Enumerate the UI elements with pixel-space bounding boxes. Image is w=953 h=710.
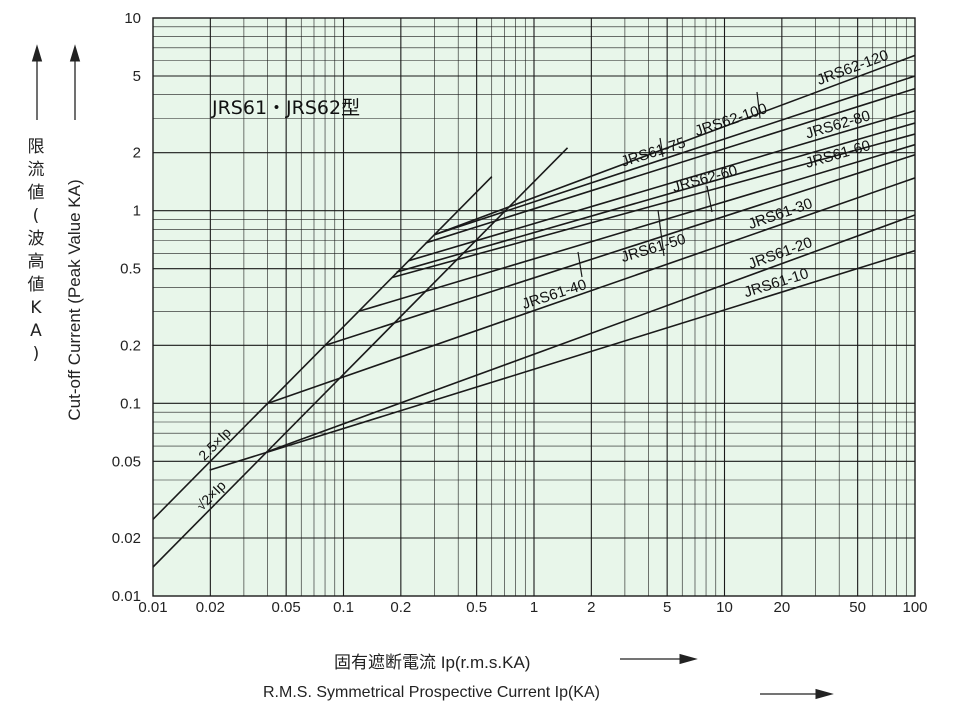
x-tick-label: 50 (849, 599, 866, 616)
series-line-jrs61-30 (267, 177, 915, 405)
y-axis-label-jp-char: 流 (27, 160, 45, 180)
y-axis-label-en: Cut-off Current (Peak Value KA) (65, 179, 84, 420)
y-axis-label-jp-char: 波 (27, 229, 45, 249)
y-axis-label-jp-char: ( (32, 206, 40, 226)
y-tick-label: 0.1 (120, 395, 141, 412)
y-axis-label-jp-char: 限 (27, 137, 45, 157)
x-axis-arrows (620, 653, 834, 700)
y-axis-label-jp-char: K (30, 298, 42, 318)
label-leader (657, 209, 665, 257)
label-leader (659, 137, 664, 158)
series-line-jrs61-20 (266, 214, 915, 453)
series-line-jrs61-60 (396, 122, 915, 273)
series-line-jrs62-80 (408, 109, 915, 262)
series-line-jrs61-75 (425, 87, 915, 244)
x-tick-label: 5 (663, 599, 671, 616)
chart-title: JRS61・JRS62型 (211, 97, 360, 119)
x-tick-label: 10 (716, 599, 733, 616)
x-axis-label-jp: 固有遮断電流 Ip(r.m.s.KA) (334, 653, 531, 672)
x-tick-label: 0.01 (138, 599, 167, 616)
y-tick-label: 0.01 (112, 588, 141, 605)
series-line-jrs62-60 (391, 133, 915, 279)
x-tick-label: 0.02 (196, 599, 225, 616)
y-axis-label-jp-char: ) (32, 344, 40, 364)
y-tick-label: 0.5 (120, 261, 141, 278)
series-lines (153, 54, 915, 568)
x-tick-label: 20 (774, 599, 791, 616)
y-tick-label: 0.05 (112, 453, 141, 470)
x-tick-label: 0.5 (466, 599, 487, 616)
x-tick-label: 0.05 (272, 599, 301, 616)
series-line-jrs61-40 (324, 154, 915, 347)
series-line-jrs61-50 (358, 143, 915, 313)
y-axis-label-jp-char: 値 (27, 275, 45, 295)
y-axis-label-jp: 限流値(波高値 K A) (24, 136, 48, 366)
y-tick-label: 2 (133, 145, 141, 162)
label-leader (577, 251, 583, 278)
series-line-jrs62-100 (434, 75, 915, 236)
y-axis-label-jp-char: 高 (27, 252, 45, 272)
y-tick-label: 1 (133, 203, 141, 220)
x-tick-label: 1 (530, 599, 538, 616)
y-tick-label: 0.02 (112, 530, 141, 547)
series-line-jrs61-10 (209, 249, 915, 471)
x-tick-label: 2 (587, 599, 595, 616)
x-tick-label: 0.1 (333, 599, 354, 616)
y-tick-label: 0.2 (120, 337, 141, 354)
series-line-2-ip (153, 147, 569, 568)
x-tick-label: 100 (902, 599, 927, 616)
y-axis-label-jp-char: A (30, 321, 42, 341)
y-axis-label-jp-char: 値 (27, 183, 45, 203)
major-gridlines (153, 18, 915, 596)
x-axis-label-en: R.M.S. Symmetrical Prospective Current I… (263, 684, 600, 701)
tick-labels: 0.01 0.02 0.05 0.1 0.2 0.5 1 2 5 10 20 50 100 0.01 0.0… (112, 10, 928, 616)
label-leader (756, 91, 761, 119)
y-axis-arrows (31, 44, 81, 120)
x-tick-label: 0.2 (390, 599, 411, 616)
series-line-jrs62-120 (434, 54, 915, 236)
label-leader (706, 185, 713, 213)
y-tick-label: 10 (124, 10, 141, 27)
y-tick-label: 5 (133, 68, 141, 85)
